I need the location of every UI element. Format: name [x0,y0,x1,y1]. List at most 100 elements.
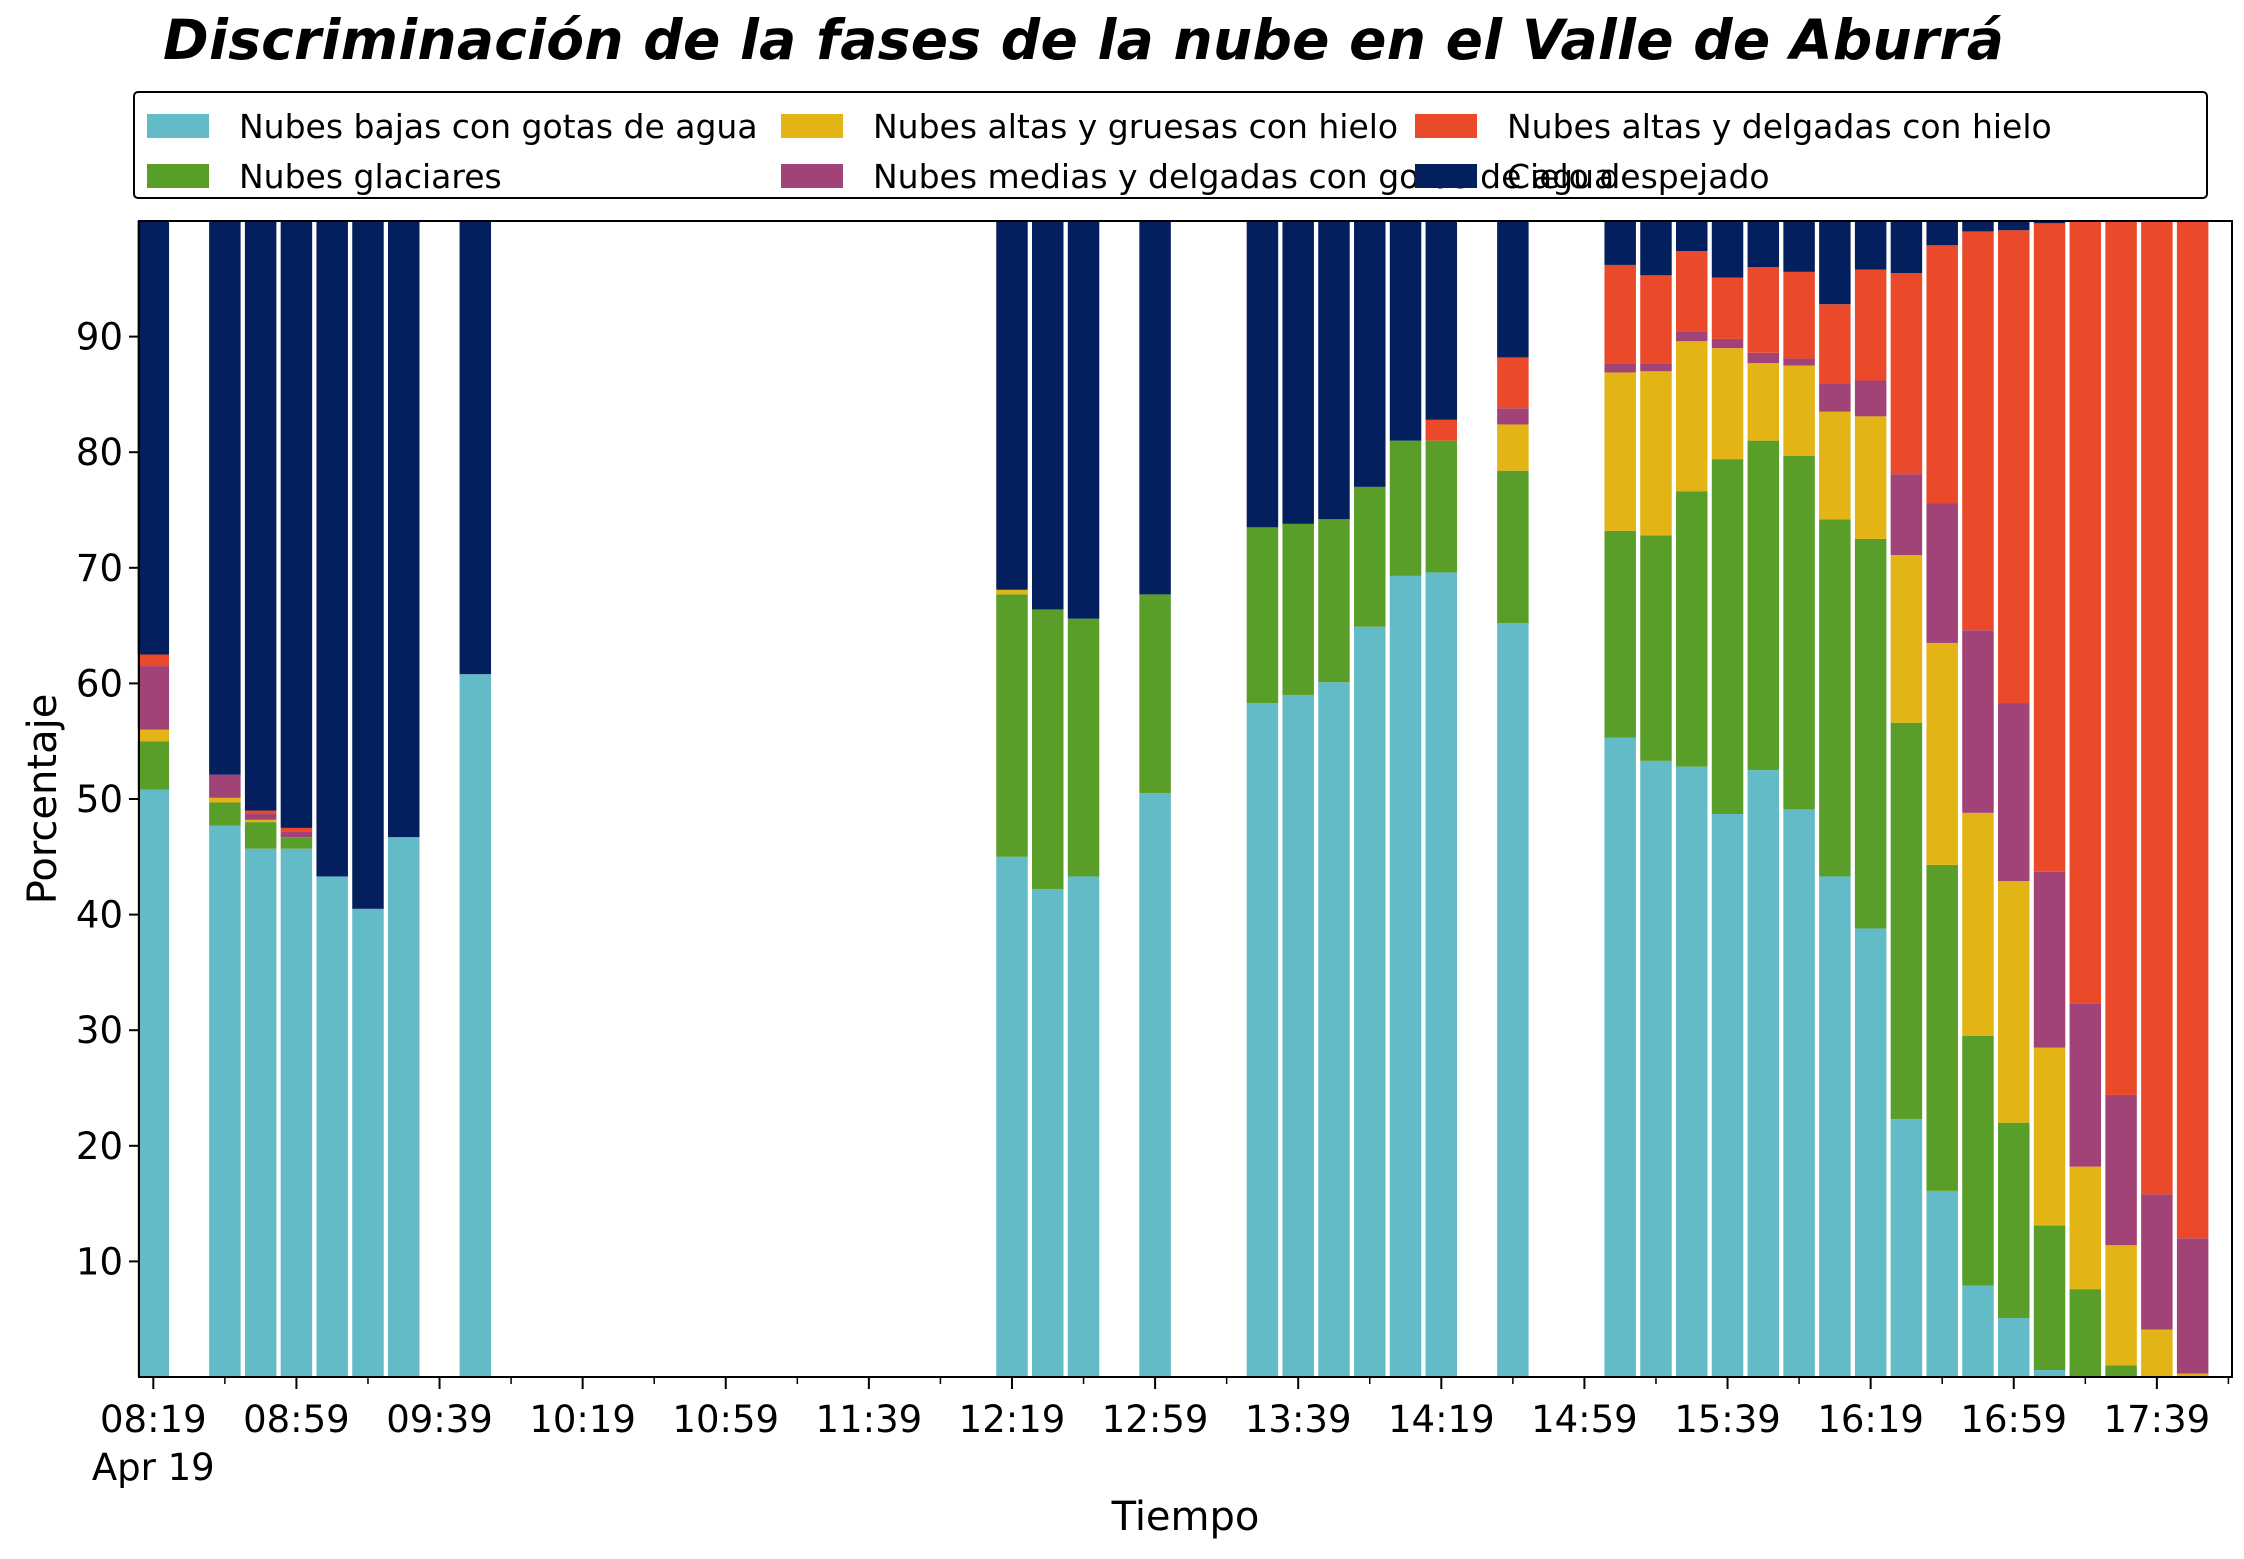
bar-segment [1604,530,1636,738]
bar-segment [280,827,313,832]
bar-segment [352,908,384,1377]
bar-segment [2176,1373,2209,1377]
bar-segment [1854,416,1887,539]
legend-item: Nubes altas y gruesas con hielo [781,106,1398,146]
bar-segment [1282,694,1314,1377]
bar-segment [1676,491,1708,767]
bar-segment [1604,221,1636,265]
legend-swatch [781,164,843,188]
bar-segment [1783,358,1815,366]
bar-segment [1067,876,1100,1377]
bar-segment [1676,331,1708,342]
bar-segment [2069,1166,2102,1290]
bar-segment [459,221,492,675]
legend: Nubes bajas con gotas de agua Nubes glaci… [133,91,2208,199]
bar-segment [1890,474,1923,556]
bar-segment [1604,737,1636,1377]
bar-segment [1604,363,1636,373]
bar-segment [1962,231,1994,631]
bar-segment [1425,419,1458,441]
bar-segment [1926,1190,1958,1377]
bar-segment [1425,221,1458,420]
bar-segment [1890,221,1923,274]
legend-label: Nubes altas y gruesas con hielo [873,106,1399,146]
bar-segment [1890,722,1923,1120]
bar-segment [1998,1318,2030,1377]
bar-segment [209,221,241,775]
bar-segment [209,797,241,803]
bar-segment [244,819,277,823]
bar-segment [1354,626,1386,1377]
legend-label: Cielo despejado [1507,156,1770,196]
bar-segment [1640,221,1672,276]
bar-segment [2176,221,2209,1239]
y-tick-label: 80 [76,431,123,474]
bar-segment [1819,876,1851,1377]
bar-segment [2105,1094,2137,1246]
bar-segment [1497,470,1529,624]
x-tick-label: 14:59 [1531,1398,1638,1441]
bar-segment [1747,770,1780,1377]
bar-segment [2105,1245,2137,1366]
bar-segment [2069,1289,2102,1377]
bar-segment [1640,275,1672,364]
bar-segment [1354,486,1386,627]
bar-segment [388,837,420,1377]
y-tick-label: 50 [76,778,123,821]
bar-segment [1604,264,1636,364]
bar-segment [1676,251,1708,332]
bar-segment [1819,383,1851,412]
bar-segment [1926,245,1958,504]
legend-swatch [147,114,209,138]
bar-segment [1854,221,1887,270]
bar-segment [1890,555,1923,723]
legend-label: Nubes medias y delgadas con gotas de agu… [873,156,1615,196]
x-tick-label: 14:19 [1388,1398,1495,1441]
bar-segment [1246,527,1279,704]
bar-segment [2141,1329,2173,1377]
bar-segment [1747,352,1780,364]
bar-segment [1604,372,1636,531]
bar-segment [137,221,170,655]
bar-segment [1640,363,1672,372]
bar-segment [1962,1285,1994,1377]
bar-segment [1998,1122,2030,1319]
bar-segment [2105,1365,2137,1377]
bar-segment [1711,221,1744,278]
bar-segment [1640,760,1672,1377]
bar-segment [1282,221,1314,524]
x-tick-label: 11:39 [816,1398,923,1441]
bar-segment [244,848,277,1377]
bar-segment [1676,766,1708,1377]
bar-segment [1998,881,2030,1123]
y-tick-label: 20 [76,1125,123,1168]
bar-segment [1032,889,1064,1377]
bar-segment [1926,221,1958,246]
x-tick-label: 13:39 [1245,1398,1352,1441]
bar-segment [244,814,277,820]
bar-segment [1497,357,1529,409]
bar-segment [209,802,241,826]
bar-segment [2069,221,2102,1004]
bar-segment [1497,623,1529,1377]
bar-segment [1711,459,1744,815]
x-tick-label: 12:19 [959,1398,1066,1441]
bar-segment [1962,630,1994,813]
bar-segment [1747,363,1780,441]
y-tick-label: 60 [76,662,123,705]
bar-segment [1854,269,1887,381]
bar-segment [1282,523,1314,695]
x-tick-label: 08:59 [243,1398,350,1441]
bar-segment [1497,408,1529,425]
legend-swatch [1415,114,1477,138]
bar-segment [1747,221,1780,268]
bar-segment [1318,221,1350,520]
bar-segment [2141,221,2173,1195]
bar-segment [1067,618,1100,877]
bar-segment [996,594,1028,857]
bar-segment [1032,609,1064,890]
bar-segment [1854,538,1887,929]
bar-segment [2141,1194,2173,1330]
bar-segment [1640,371,1672,536]
bar-segment [1246,703,1279,1377]
